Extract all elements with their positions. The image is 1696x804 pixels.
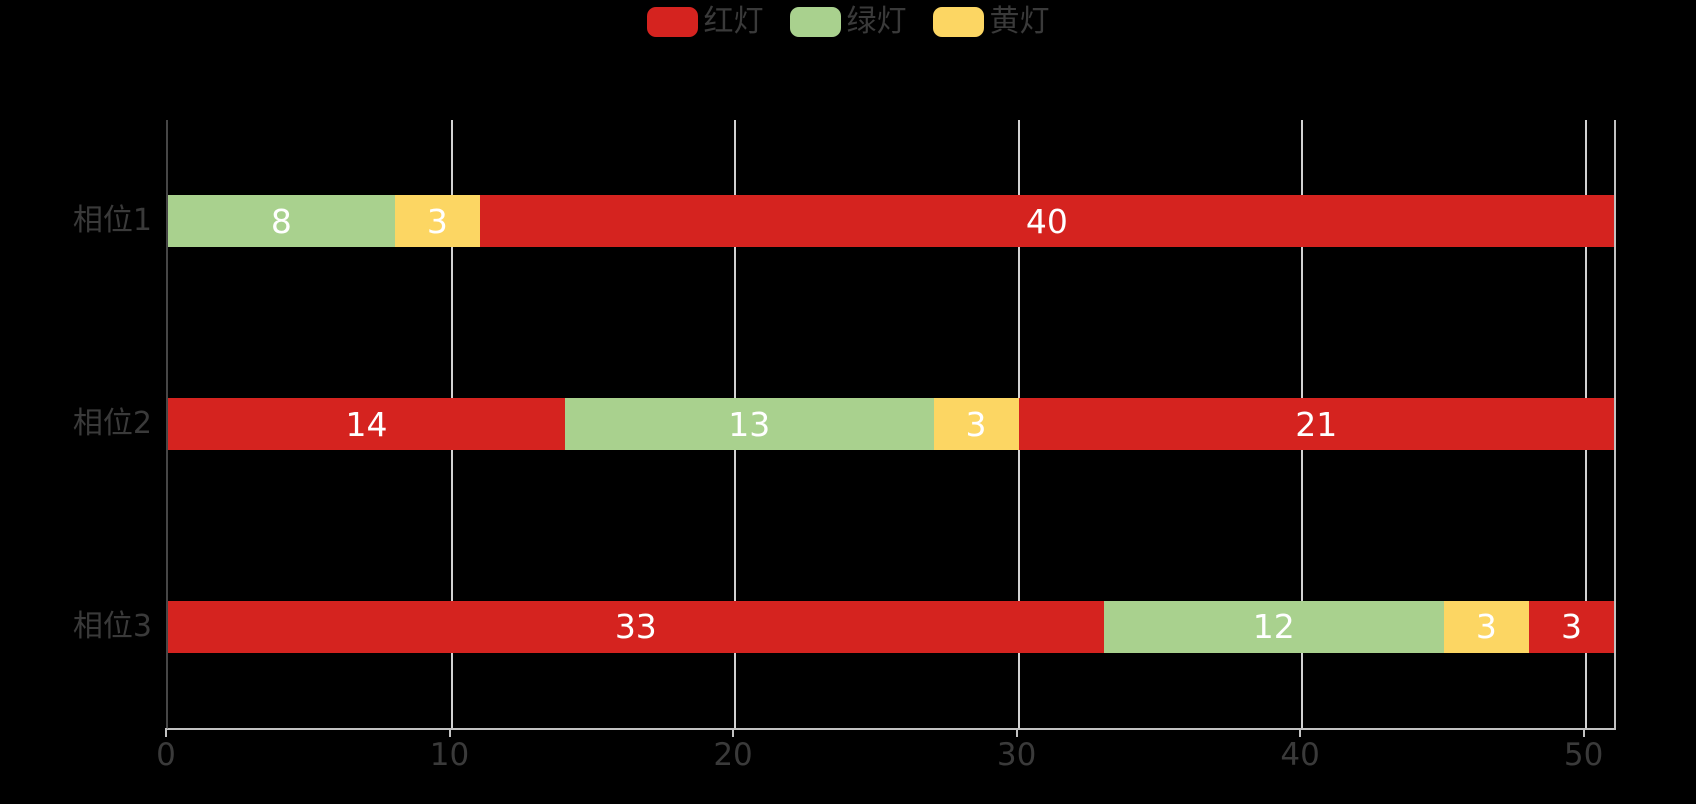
bar-segment-黄灯: 3 xyxy=(1443,600,1529,653)
legend-item-红灯: 红灯 xyxy=(646,4,764,39)
x-tick-mark-30 xyxy=(1015,728,1018,737)
legend-item-绿灯: 绿灯 xyxy=(789,4,907,39)
x-tick-label-20: 20 xyxy=(713,737,753,773)
plot-area: 8 3 40 14 13 3 21 33 12 3 3 xyxy=(166,120,1616,730)
legend-label: 黄灯 xyxy=(989,4,1050,39)
bar-row-相位3: 33 12 3 3 xyxy=(168,600,1614,653)
bar-segment-红灯: 14 xyxy=(168,398,565,450)
bar-segment-红灯: 33 xyxy=(168,600,1104,653)
x-tick-label-0: 0 xyxy=(156,737,176,773)
legend-item-黄灯: 黄灯 xyxy=(932,4,1050,39)
y-axis-label-相位3: 相位3 xyxy=(72,608,152,644)
bar-segment-红灯: 40 xyxy=(479,195,1614,248)
x-tick-label-10: 10 xyxy=(429,737,470,773)
x-tick-label-40: 40 xyxy=(1280,737,1320,773)
legend-swatch-icon xyxy=(646,7,698,37)
bar-segment-value: 13 xyxy=(728,404,771,444)
x-tick-label-30: 30 xyxy=(996,737,1037,773)
legend-swatch-icon xyxy=(932,7,984,37)
bar-segment-value: 3 xyxy=(1475,607,1497,647)
bar-segment-绿灯: 13 xyxy=(564,398,934,450)
bar-segment-黄灯: 3 xyxy=(394,195,480,248)
x-tick-mark-20 xyxy=(732,728,735,737)
bar-segment-红灯: 3 xyxy=(1528,600,1614,653)
bar-segment-绿灯: 12 xyxy=(1103,600,1444,653)
bar-segment-value: 3 xyxy=(426,201,448,241)
bar-segment-value: 21 xyxy=(1295,404,1338,444)
legend-swatch-icon xyxy=(789,7,841,37)
bar-segment-value: 3 xyxy=(1560,607,1582,647)
bar-row-相位2: 14 13 3 21 xyxy=(168,398,1614,450)
x-tick-mark-40 xyxy=(1299,728,1302,737)
bar-segment-value: 12 xyxy=(1252,607,1295,647)
bar-segment-绿灯: 8 xyxy=(168,195,395,248)
x-tick-label-50: 50 xyxy=(1563,737,1604,773)
bar-row-相位1: 8 3 40 xyxy=(168,195,1614,248)
x-tick-mark-0 xyxy=(165,728,167,737)
bar-segment-value: 33 xyxy=(614,607,657,647)
y-axis-label-相位1: 相位1 xyxy=(72,203,152,239)
bar-segment-value: 8 xyxy=(270,201,292,241)
bar-segment-value: 40 xyxy=(1025,201,1068,241)
bar-segment-黄灯: 3 xyxy=(933,398,1019,450)
bar-segment-value: 3 xyxy=(965,404,987,444)
legend-label: 绿灯 xyxy=(846,4,907,39)
x-tick-mark-50 xyxy=(1582,728,1585,737)
bar-segment-value: 14 xyxy=(345,404,388,444)
x-tick-mark-10 xyxy=(448,728,451,737)
legend-label: 红灯 xyxy=(703,4,764,39)
chart-legend: 红灯 绿灯 黄灯 xyxy=(0,5,1696,39)
bar-segment-红灯: 21 xyxy=(1018,398,1614,450)
y-axis-label-相位2: 相位2 xyxy=(72,406,152,441)
